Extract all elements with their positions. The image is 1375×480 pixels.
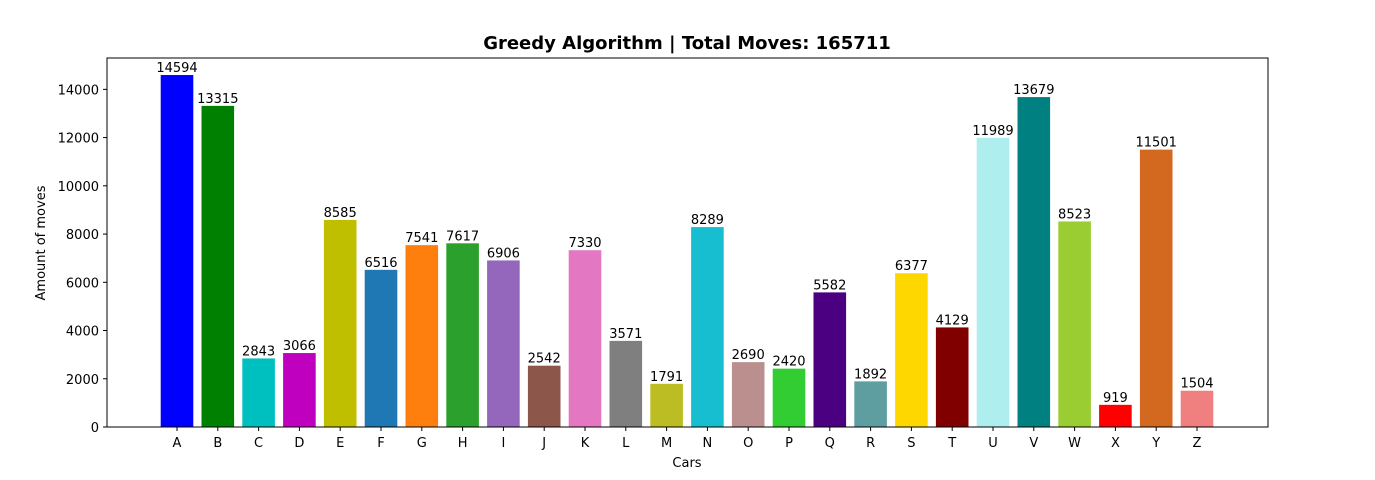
y-axis: 0 2000 4000 6000 8000 10000 12000 14000: [58, 83, 107, 436]
data-label-f: 6516: [364, 256, 397, 271]
x-tick-label-j: J: [541, 436, 546, 451]
data-label-w: 8523: [1058, 207, 1091, 222]
data-label-r: 1892: [854, 367, 887, 382]
bar-u: [976, 137, 1010, 427]
bar-t: [935, 327, 969, 427]
x-tick-label-a: A: [173, 436, 182, 451]
bar-s: [895, 273, 928, 427]
bar-n: [691, 227, 724, 427]
x-tick-label-m: M: [661, 436, 672, 451]
x-tick-label-o: O: [743, 436, 753, 451]
x-tick-label-f: F: [377, 436, 384, 451]
data-label-b: 13315: [197, 92, 238, 107]
bar-x: [1099, 404, 1132, 427]
bar-j: [527, 365, 561, 427]
x-tick-label-s: S: [907, 436, 915, 451]
bar-o: [731, 362, 765, 427]
bar-y: [1139, 149, 1173, 427]
y-tick-label-0: 0: [91, 421, 99, 436]
bars-group: [160, 75, 1214, 428]
bar-c: [242, 358, 275, 427]
data-label-q: 5582: [813, 278, 846, 293]
x-tick-label-y: Y: [1151, 436, 1160, 451]
bar-e: [323, 219, 357, 427]
data-label-d: 3066: [283, 339, 316, 354]
bar-i: [487, 260, 520, 427]
data-labels-group: 14594 13315 2843 3066 8585 6516 7541 7617 6906 25…: [156, 61, 1213, 406]
x-tick-label-q: Q: [825, 436, 835, 451]
data-label-s: 6377: [895, 259, 928, 274]
bar-l: [609, 340, 643, 427]
data-label-c: 2843: [242, 344, 275, 359]
x-axis: A B C D E F G H I J K L M N O P Q R S T U V W X Y Z: [173, 427, 1202, 451]
bar-b: [201, 105, 235, 428]
data-label-z: 1504: [1180, 377, 1213, 392]
x-tick-label-g: G: [417, 436, 427, 451]
data-label-g: 7541: [405, 231, 438, 246]
bar-r: [854, 381, 887, 427]
bar-a: [160, 75, 194, 427]
data-label-o: 2690: [732, 348, 765, 363]
x-axis-label: Cars: [672, 456, 701, 471]
data-label-j: 2542: [528, 352, 561, 367]
data-label-i: 6906: [487, 246, 520, 261]
chart-title: Greedy Algorithm | Total Moves: 165711: [483, 33, 891, 54]
x-tick-label-w: W: [1068, 436, 1081, 451]
bar-g: [405, 245, 439, 427]
y-tick-label-8000: 8000: [66, 228, 99, 243]
x-tick-label-k: K: [581, 436, 590, 451]
bar-z: [1180, 390, 1214, 427]
x-tick-label-x: X: [1111, 436, 1120, 451]
x-tick-label-t: T: [947, 436, 956, 451]
x-tick-label-e: E: [336, 436, 344, 451]
data-label-e: 8585: [324, 206, 357, 221]
bar-f: [364, 269, 398, 427]
x-tick-label-b: B: [213, 436, 222, 451]
x-tick-label-r: R: [866, 436, 875, 451]
y-axis-label: Amount of moves: [34, 185, 49, 300]
x-tick-label-u: U: [988, 436, 998, 451]
plot-frame: [106, 57, 1269, 428]
data-label-a: 14594: [156, 61, 197, 76]
bar-m: [650, 383, 683, 427]
x-tick-label-p: P: [785, 436, 793, 451]
y-tick-label-2000: 2000: [66, 373, 99, 388]
y-tick-label-14000: 14000: [58, 83, 99, 98]
bar-p: [772, 368, 806, 427]
data-label-t: 4129: [936, 313, 969, 328]
data-label-h: 7617: [446, 229, 479, 244]
data-label-v: 13679: [1013, 83, 1054, 98]
bar-h: [446, 243, 479, 427]
data-label-x: 919: [1103, 391, 1128, 406]
y-tick-label-10000: 10000: [58, 180, 99, 195]
x-tick-label-c: C: [254, 436, 263, 451]
data-label-m: 1791: [650, 370, 683, 385]
x-tick-label-z: Z: [1193, 436, 1202, 451]
bar-w: [1058, 221, 1091, 427]
bar-k: [568, 250, 602, 427]
x-tick-label-v: V: [1029, 436, 1038, 451]
bar-v: [1017, 97, 1051, 427]
data-label-n: 8289: [691, 213, 724, 228]
x-tick-label-h: H: [458, 436, 468, 451]
data-label-k: 7330: [568, 236, 601, 251]
data-label-y: 11501: [1136, 136, 1177, 151]
bar-q: [813, 292, 847, 427]
y-tick-label-12000: 12000: [58, 132, 99, 147]
y-tick-label-6000: 6000: [66, 276, 99, 291]
data-label-p: 2420: [772, 355, 805, 370]
data-label-l: 3571: [609, 327, 642, 342]
x-tick-label-n: N: [703, 436, 713, 451]
bar-d: [283, 353, 316, 427]
x-tick-label-i: I: [501, 436, 505, 451]
x-tick-label-d: D: [294, 436, 304, 451]
x-tick-label-l: L: [622, 436, 630, 451]
y-tick-label-4000: 4000: [66, 325, 99, 340]
data-label-u: 11989: [972, 124, 1013, 139]
